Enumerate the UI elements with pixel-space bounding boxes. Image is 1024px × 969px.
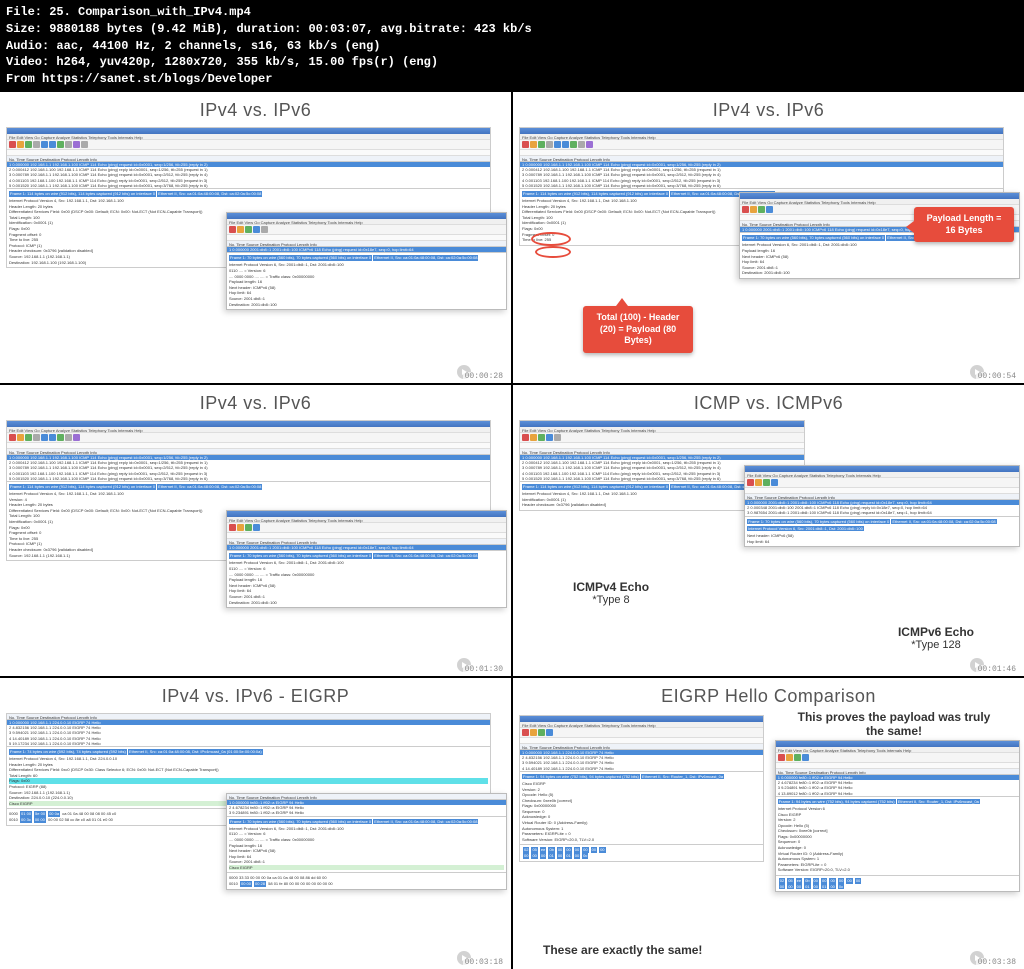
callout-payload-16: Payload Length = 16 Bytes (914, 207, 1014, 242)
timestamp: 00:00:28 (463, 372, 505, 381)
panel-title: IPv4 vs. IPv6 (0, 92, 511, 125)
video-line: Video: h264, yuv420p, 1280x720, 355 kb/s… (6, 54, 1018, 71)
audio-line: Audio: aac, 44100 Hz, 2 channels, s16, 6… (6, 38, 1018, 55)
panel-title: ICMP vs. ICMPv6 (513, 385, 1024, 418)
panel-title: IPv4 vs. IPv6 - EIGRP (0, 678, 511, 711)
file-line: File: 25. Comparison_with_IPv4.mp4 (6, 4, 1018, 21)
thumb-4: ICMP vs. ICMPv6 File Edit View Go Captur… (513, 385, 1024, 676)
thumb-5: IPv4 vs. IPv6 - EIGRP No. Time Source De… (0, 678, 511, 969)
bottom-caption: These are exactly the same! (543, 943, 702, 957)
timestamp: 00:03:18 (463, 958, 505, 967)
timestamp: 00:00:54 (976, 372, 1018, 381)
size-line: Size: 9880188 bytes (9.42 MiB), duration… (6, 21, 1018, 38)
timestamp: 00:03:38 (976, 958, 1018, 967)
wireshark-window-hello-left: File Edit View Go Capture Analyze Statis… (519, 715, 764, 862)
panel-title: EIGRP Hello Comparison (513, 678, 1024, 711)
wireshark-window-ipv6: File Edit View Go Capture Analyze Statis… (226, 212, 507, 310)
thumb-2: IPv4 vs. IPv6 File Edit View Go Capture … (513, 92, 1024, 383)
media-info-header: File: 25. Comparison_with_IPv4.mp4 Size:… (0, 0, 1024, 92)
thumbnail-grid: IPv4 vs. IPv6 File Edit View Go Capture … (0, 92, 1024, 969)
wireshark-window-icmpv6: File Edit View Go Capture Analyze Statis… (744, 465, 1020, 547)
timestamp: 00:01:46 (976, 665, 1018, 674)
thumb-6: EIGRP Hello Comparison This proves the p… (513, 678, 1024, 969)
source-line: From https://sanet.st/blogs/Developer (6, 71, 1018, 88)
callout-payload-80: Total (100) - Header (20) = Payload (80 … (583, 306, 693, 353)
wireshark-window-eigrp6: No. Time Source Destination Protocol Len… (226, 793, 507, 890)
highlight-circle (535, 246, 571, 258)
timestamp: 00:01:30 (463, 665, 505, 674)
annot-icmpv6: ICMPv6 Echo *Type 128 (898, 625, 974, 651)
panel-title: IPv4 vs. IPv6 (513, 92, 1024, 125)
thumb-3: IPv4 vs. IPv6 File Edit View Go Capture … (0, 385, 511, 676)
annot-icmpv4: ICMPv4 Echo *Type 8 (573, 580, 649, 606)
thumb-1: IPv4 vs. IPv6 File Edit View Go Capture … (0, 92, 511, 383)
wireshark-window-hello-right: File Edit View Go Capture Analyze Statis… (775, 740, 1020, 892)
wireshark-window-ipv6: File Edit View Go Capture Analyze Statis… (226, 510, 507, 608)
panel-title: IPv4 vs. IPv6 (0, 385, 511, 418)
highlight-circle (531, 232, 571, 246)
top-caption: This proves the payload was truly the sa… (794, 710, 994, 738)
